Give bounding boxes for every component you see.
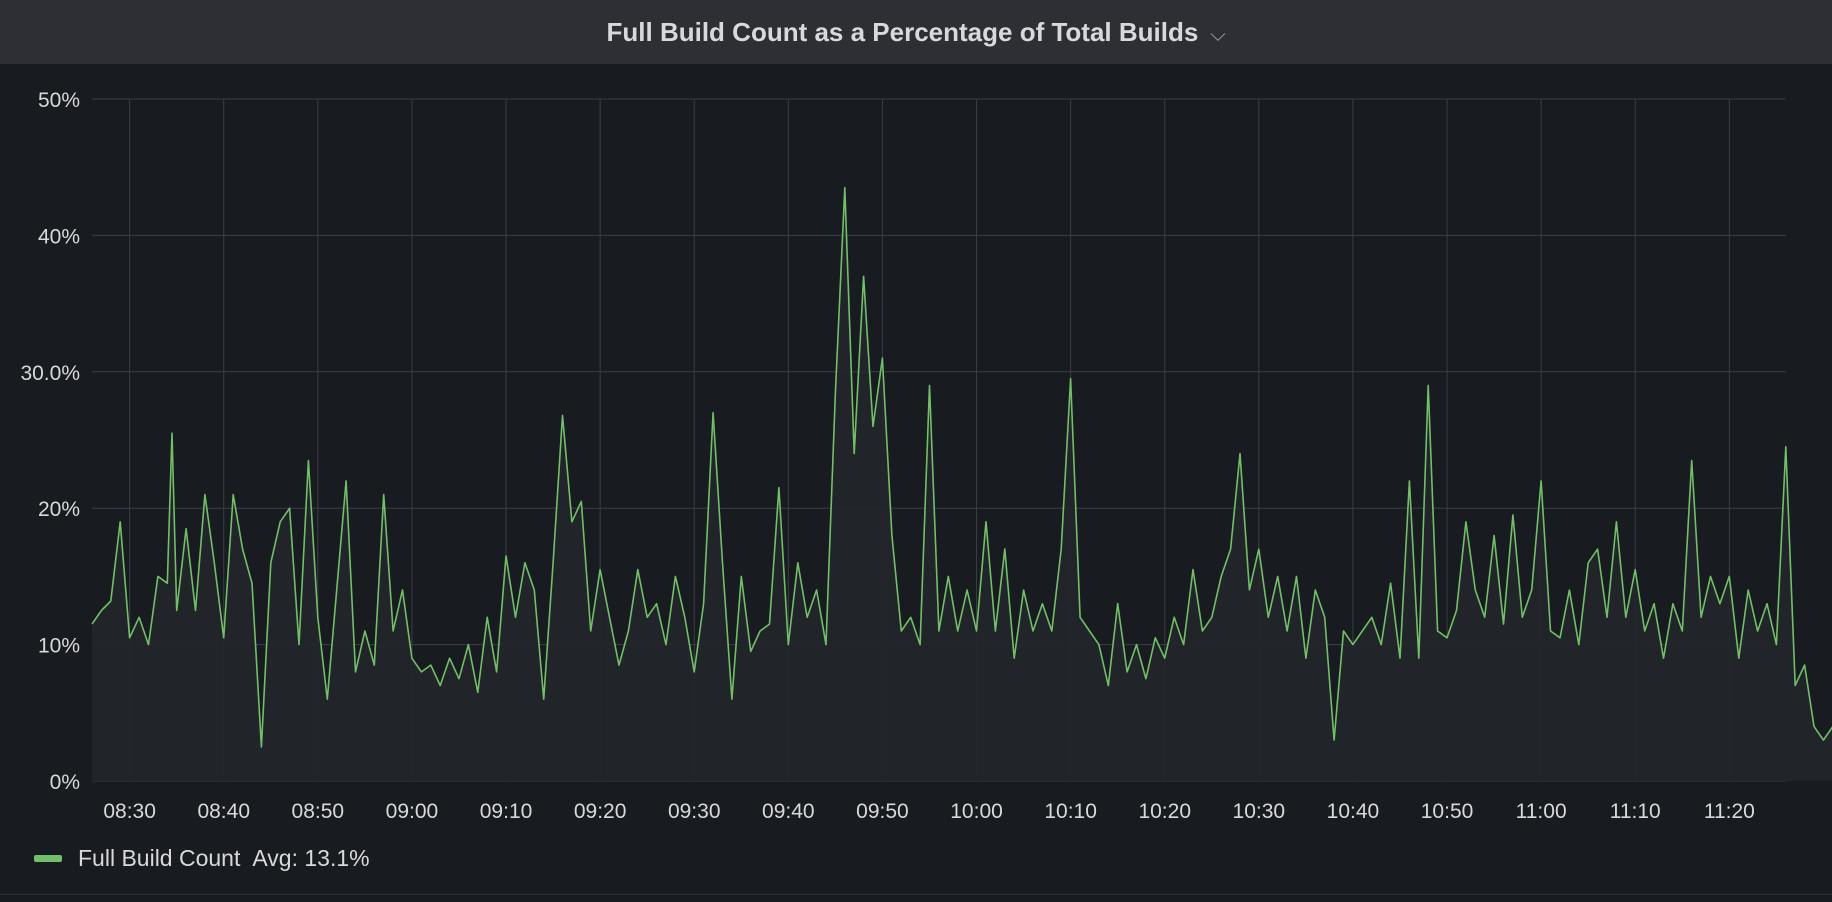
x-tick-label: 11:10 (1610, 800, 1661, 823)
x-tick-label: 09:30 (668, 800, 721, 823)
panel-title[interactable]: Full Build Count as a Percentage of Tota… (606, 16, 1199, 47)
panel-header[interactable]: Full Build Count as a Percentage of Tota… (0, 0, 1832, 64)
x-tick-label: 09:20 (574, 800, 627, 823)
y-tick-label: 0% (50, 771, 80, 794)
x-tick-label: 10:30 (1233, 800, 1286, 823)
x-tick-label: 09:00 (386, 800, 439, 823)
series-line (91, 186, 1832, 748)
series-area-fill (92, 187, 1832, 781)
x-tick-label: 10:50 (1421, 800, 1474, 823)
time-series-chart[interactable]: 0% 10% 20% 30.0% 40% 50% 08:30 08:40 08:50 09:00 0… (0, 64, 1832, 824)
x-tick-label: 08:40 (197, 800, 250, 823)
x-tick-label: 09:40 (762, 800, 815, 823)
legend: Full Build Count Avg: 13.1% (34, 842, 370, 874)
legend-series-name[interactable]: Full Build Count (78, 844, 241, 871)
panel-bottom-border (0, 894, 1832, 895)
x-tick-label: 09:10 (480, 800, 533, 823)
x-tick-label: 10:10 (1044, 800, 1097, 823)
y-tick-label: 20% (38, 498, 80, 521)
x-tick-label: 10:20 (1138, 800, 1191, 823)
y-tick-label: 30.0% (20, 362, 80, 385)
legend-swatch[interactable] (34, 854, 62, 862)
y-tick-label: 50% (38, 89, 80, 112)
x-tick-label: 08:30 (103, 800, 156, 823)
chevron-down-icon[interactable]: ⌵ (1210, 22, 1226, 46)
x-tick-label: 11:00 (1516, 800, 1567, 823)
y-tick-label: 40% (38, 225, 80, 248)
y-tick-label: 10% (38, 635, 80, 658)
x-tick-label: 10:00 (950, 800, 1003, 823)
x-tick-label: 09:50 (856, 800, 909, 823)
x-tick-label: 10:40 (1327, 800, 1380, 823)
x-tick-label: 08:50 (292, 800, 345, 823)
x-tick-label: 11:20 (1704, 800, 1755, 823)
legend-avg-value: Avg: 13.1% (252, 844, 370, 871)
